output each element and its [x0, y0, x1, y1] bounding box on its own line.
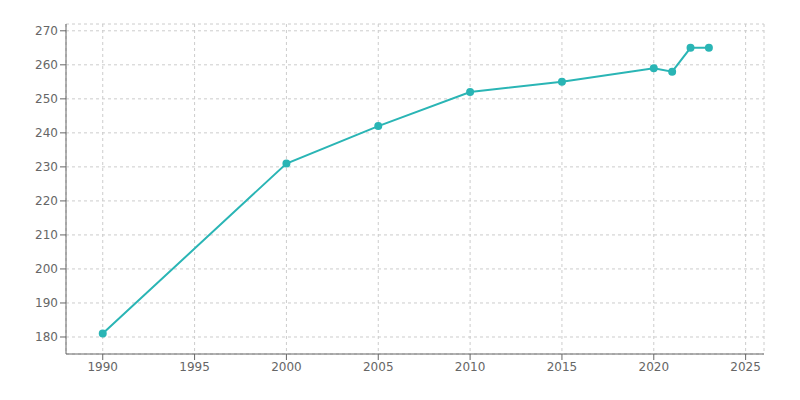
- svg-text:200: 200: [35, 262, 58, 276]
- svg-text:190: 190: [35, 296, 58, 310]
- svg-text:2025: 2025: [730, 360, 761, 374]
- svg-text:1990: 1990: [87, 360, 118, 374]
- svg-text:260: 260: [35, 58, 58, 72]
- svg-text:250: 250: [35, 92, 58, 106]
- svg-text:210: 210: [35, 228, 58, 242]
- svg-text:220: 220: [35, 194, 58, 208]
- svg-text:2000: 2000: [271, 360, 302, 374]
- svg-text:2010: 2010: [455, 360, 486, 374]
- svg-text:270: 270: [35, 24, 58, 38]
- svg-text:2015: 2015: [547, 360, 578, 374]
- svg-text:1995: 1995: [179, 360, 210, 374]
- svg-text:240: 240: [35, 126, 58, 140]
- svg-text:180: 180: [35, 330, 58, 344]
- svg-text:2020: 2020: [639, 360, 670, 374]
- svg-text:230: 230: [35, 160, 58, 174]
- svg-text:2005: 2005: [363, 360, 394, 374]
